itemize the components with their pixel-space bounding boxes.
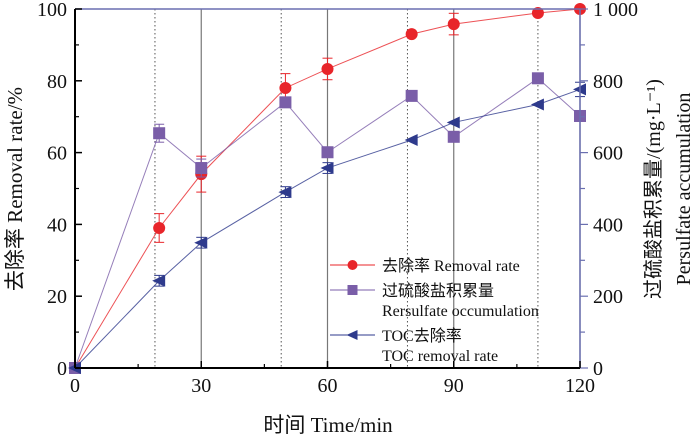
circle-marker	[279, 81, 292, 94]
y-tick-label-left: 80	[47, 71, 67, 93]
y-tick-label-right: 800	[593, 71, 623, 93]
circle-marker	[531, 6, 544, 19]
triangle-marker	[278, 186, 292, 199]
legend-label-en: Rersulfate occumulation	[382, 303, 539, 320]
y-tick-label-right: 600	[593, 143, 623, 165]
x-tick-label: 30	[191, 375, 211, 397]
triangle-marker	[320, 162, 334, 175]
triangle-marker	[530, 98, 544, 111]
legend: 去除率 Removal rate 过硫酸盐积累量 Rersulfate occumu…	[330, 257, 539, 365]
x-tick-label: 0	[70, 375, 80, 397]
circle-marker	[447, 18, 460, 31]
y-tick-label-right: 400	[593, 214, 623, 236]
legend-label-en: TOC removal rate	[382, 348, 498, 365]
series-1	[69, 72, 586, 374]
triangle-marker	[446, 116, 460, 129]
triangle-marker	[346, 330, 358, 340]
x-axis-label: 时间 Time/min	[263, 413, 393, 437]
y-axis-label-right-cn: 过硫酸盐积累量/(mg·L⁻¹)	[642, 79, 665, 299]
circle-marker	[321, 62, 334, 75]
y-tick-label-right: 200	[593, 286, 623, 308]
circle-marker	[405, 28, 418, 41]
triangle-marker	[194, 236, 208, 249]
y-axis-label-right-en: Persulfate accumulation	[673, 93, 695, 286]
triangle-marker	[404, 134, 418, 147]
square-marker	[321, 146, 334, 159]
y-tick-label-left: 60	[47, 143, 67, 165]
square-marker	[279, 96, 292, 109]
y-tick-label-left: 20	[47, 286, 67, 308]
y-tick-label-left: 40	[47, 214, 67, 236]
x-tick-label: 90	[444, 375, 464, 397]
y-tick-label-right: 0	[593, 358, 603, 380]
square-marker	[405, 89, 418, 102]
y-tick-label-right: 1 000	[593, 0, 638, 21]
square-marker	[195, 162, 208, 175]
x-tick-label: 120	[565, 375, 595, 397]
circle-marker	[347, 260, 358, 270]
square-marker	[531, 72, 544, 85]
square-marker	[447, 130, 460, 143]
triangle-marker	[152, 274, 166, 287]
legend-label: 去除率 Removal rate	[382, 257, 520, 275]
circle-marker	[153, 221, 166, 234]
square-marker	[153, 127, 166, 140]
y-tick-label-left: 0	[57, 358, 67, 380]
x-tick-label: 60	[318, 375, 338, 397]
square-marker	[347, 285, 358, 295]
y-tick-label-left: 100	[37, 0, 67, 21]
series-2	[68, 81, 586, 374]
y-axis-label-left: 去除率 Removal rate/%	[3, 87, 27, 291]
legend-label: 过硫酸盐积累量	[382, 282, 494, 300]
legend-label: TOC去除率	[382, 327, 462, 345]
